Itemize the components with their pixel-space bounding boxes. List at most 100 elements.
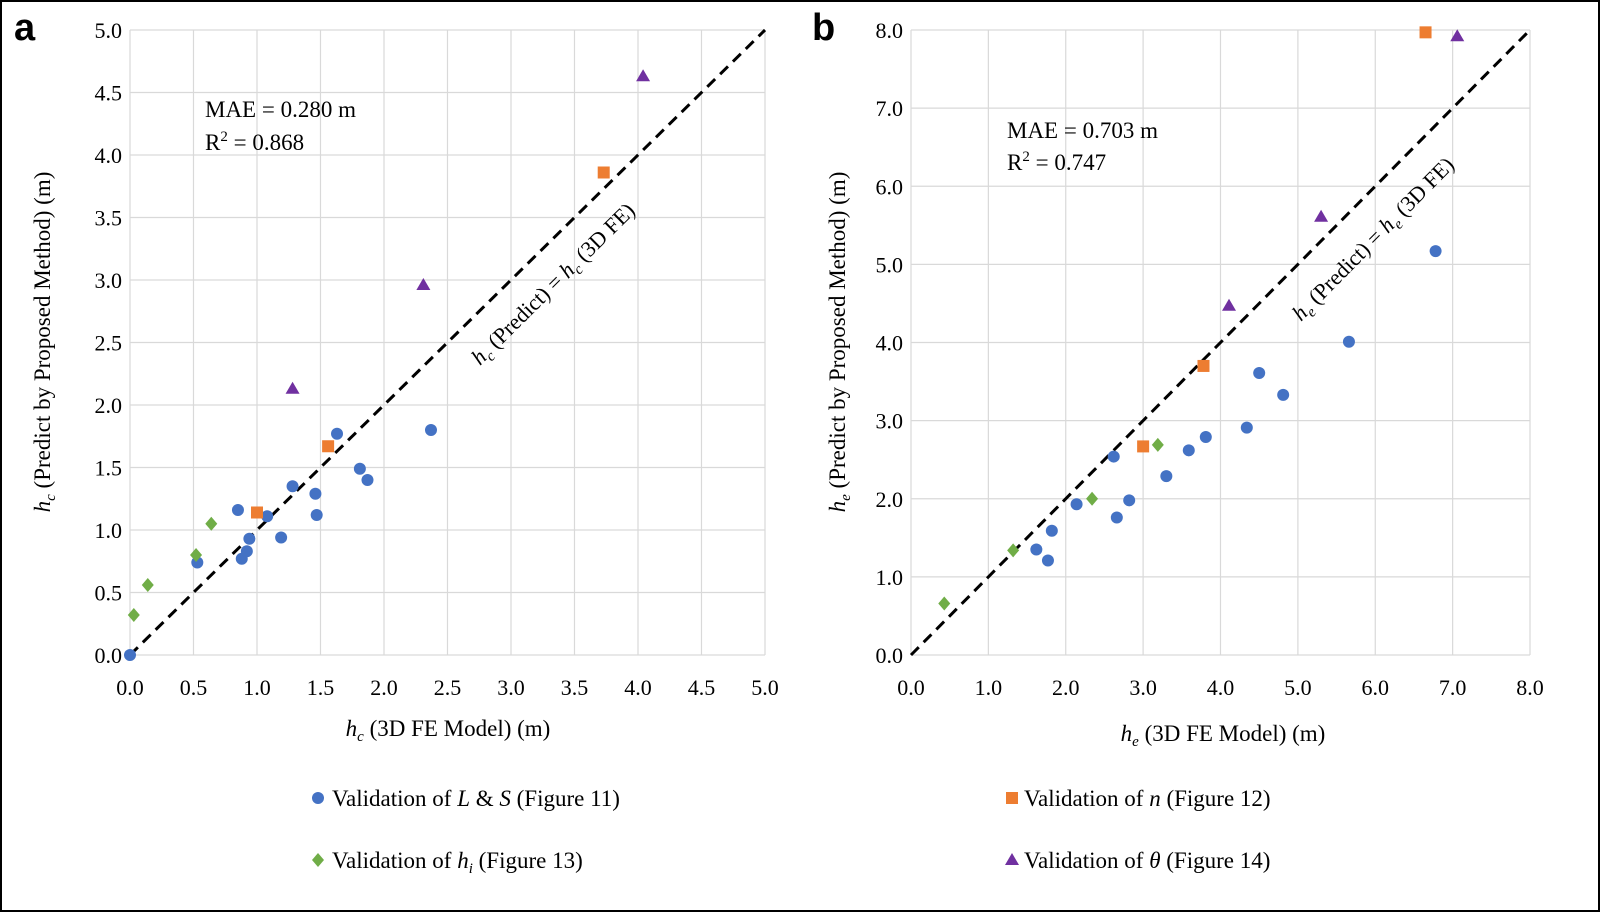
data-point-n [1137, 440, 1150, 453]
legend-item-n: Validation of n (Figure 12) [1006, 786, 1271, 811]
y-tick-label: 5.0 [876, 252, 904, 277]
data-point-ls [1182, 444, 1195, 457]
data-point-hi [205, 516, 218, 531]
x-tick-label: 1.0 [243, 675, 271, 700]
mae-label-a: MAE = 0.280 m [205, 97, 356, 122]
data-point-ls [1277, 388, 1290, 401]
y-tick-label: 1.5 [95, 456, 123, 481]
data-point-n [1197, 359, 1210, 372]
data-point-theta [636, 69, 651, 82]
legend-label-theta: Validation of θ (Figure 14) [1024, 848, 1270, 873]
panel-b: b 0.0 1.0 2.0 3.0 4.0 5.0 6.0 7.0 8.0 0.0 1.0 2.0 3.… [812, 7, 1544, 750]
legend-marker-square [1006, 792, 1018, 804]
panel-a: a 0.0 0.5 1.0 1.5 2.0 2.5 3.0 3.5 4.0 4.5 5.00.00.… [14, 7, 779, 745]
data-point-ls [1070, 498, 1083, 511]
x-tick-label: 0.0 [116, 675, 144, 700]
data-point-n [322, 440, 335, 453]
data-point-hi [1151, 437, 1164, 452]
x-tick-label: 4.5 [688, 675, 716, 700]
legend: Validation of L & S (Figure 11) Validati… [312, 786, 1271, 877]
y-tick-label: 1.0 [95, 518, 123, 543]
x-tick-label: 3.0 [1129, 675, 1157, 700]
y-tick-label: 2.5 [95, 331, 123, 356]
data-point-theta [1222, 298, 1237, 311]
data-point-theta [285, 381, 300, 394]
data-point-ls [309, 487, 322, 500]
x-tick-label: 2.0 [370, 675, 398, 700]
y-tick-label: 1.0 [876, 565, 904, 590]
x-tick-label: 0.0 [897, 675, 925, 700]
data-point-ls [124, 649, 136, 661]
legend-label-hi: Validation of hi (Figure 13) [332, 848, 583, 877]
data-point-ls [231, 504, 244, 516]
data-point-ls [1240, 421, 1253, 434]
data-point-theta [416, 278, 431, 290]
x-tick-label: 3.0 [497, 675, 525, 700]
data-point-theta [1450, 29, 1465, 42]
data-point-ls [310, 509, 323, 521]
r2-label-b: R2 = 0.747 [1007, 149, 1106, 175]
y-tick-label: 0.5 [95, 581, 123, 606]
grid-b [910, 29, 1531, 656]
y-tick-label: 4.5 [95, 81, 123, 106]
data-point-ls [361, 474, 374, 486]
data-point-ls [1199, 431, 1212, 444]
tick-labels-b: 0.0 1.0 2.0 3.0 4.0 5.0 6.0 7.0 8.0 0.0 1.0 2.0 3.0 4… [876, 18, 1544, 700]
x-tick-label: 5.0 [1284, 675, 1312, 700]
data-point-ls [1107, 450, 1120, 463]
data-point-n [251, 506, 263, 519]
data-point-hi [1086, 491, 1099, 506]
data-point-ls [1123, 494, 1136, 507]
y-tick-label: 8.0 [876, 18, 904, 43]
x-tick-label: 5.0 [751, 675, 779, 700]
data-point-ls [353, 462, 366, 475]
y-tick-label: 4.0 [876, 331, 904, 356]
data-point-ls [1160, 470, 1173, 483]
data-point-ls [1429, 245, 1442, 258]
data-point-ls [243, 532, 256, 545]
data-point-hi [127, 608, 140, 622]
x-axis-title-b: he (3D FE Model) (m) [1121, 721, 1326, 750]
data-point-n [1419, 26, 1432, 39]
y-tick-label: 6.0 [876, 174, 904, 199]
x-tick-label: 1.5 [307, 675, 335, 700]
data-point-ls [1041, 554, 1054, 567]
data-point-n [597, 166, 610, 179]
x-tick-label: 0.5 [180, 675, 208, 700]
legend-item-theta: Validation of θ (Figure 14) [1005, 848, 1270, 873]
y-tick-label: 3.0 [876, 409, 904, 434]
y-tick-label: 3.5 [95, 206, 123, 231]
legend-label-n: Validation of n (Figure 12) [1024, 786, 1271, 811]
legend-item-ls: Validation of L & S (Figure 11) [312, 786, 620, 811]
y-axis-title-b: he (Predict by Proposed Method) (m) [825, 172, 854, 513]
tick-labels-a: 0.0 0.5 1.0 1.5 2.0 2.5 3.0 3.5 4.0 4.5 5.0 0.0 0.5 1… [95, 18, 779, 700]
data-point-ls [275, 531, 288, 544]
mae-label-b: MAE = 0.703 m [1007, 118, 1158, 143]
x-tick-label: 2.0 [1052, 675, 1080, 700]
data-point-ls [1342, 335, 1355, 348]
y-tick-label: 7.0 [876, 96, 904, 121]
data-point-theta [1314, 209, 1329, 222]
x-tick-label: 8.0 [1516, 675, 1544, 700]
data-point-ls [424, 424, 437, 436]
points-a [124, 69, 651, 661]
panel-label-a: a [14, 7, 36, 49]
data-point-ls [261, 510, 274, 523]
diagonal-line-a [128, 28, 767, 657]
legend-marker-circle [312, 792, 324, 804]
legend-marker-diamond [312, 853, 324, 867]
data-point-ls [1030, 543, 1043, 556]
grid-a [129, 29, 766, 656]
x-tick-label: 3.5 [561, 675, 589, 700]
data-point-hi [1007, 543, 1020, 558]
y-tick-label: 0.0 [95, 643, 123, 668]
data-point-ls [240, 545, 253, 558]
x-tick-label: 2.5 [434, 675, 462, 700]
x-tick-label: 1.0 [975, 675, 1003, 700]
data-point-ls [286, 480, 299, 493]
x-tick-label: 4.0 [624, 675, 652, 700]
y-tick-label: 0.0 [876, 643, 904, 668]
data-point-ls [1253, 366, 1266, 379]
